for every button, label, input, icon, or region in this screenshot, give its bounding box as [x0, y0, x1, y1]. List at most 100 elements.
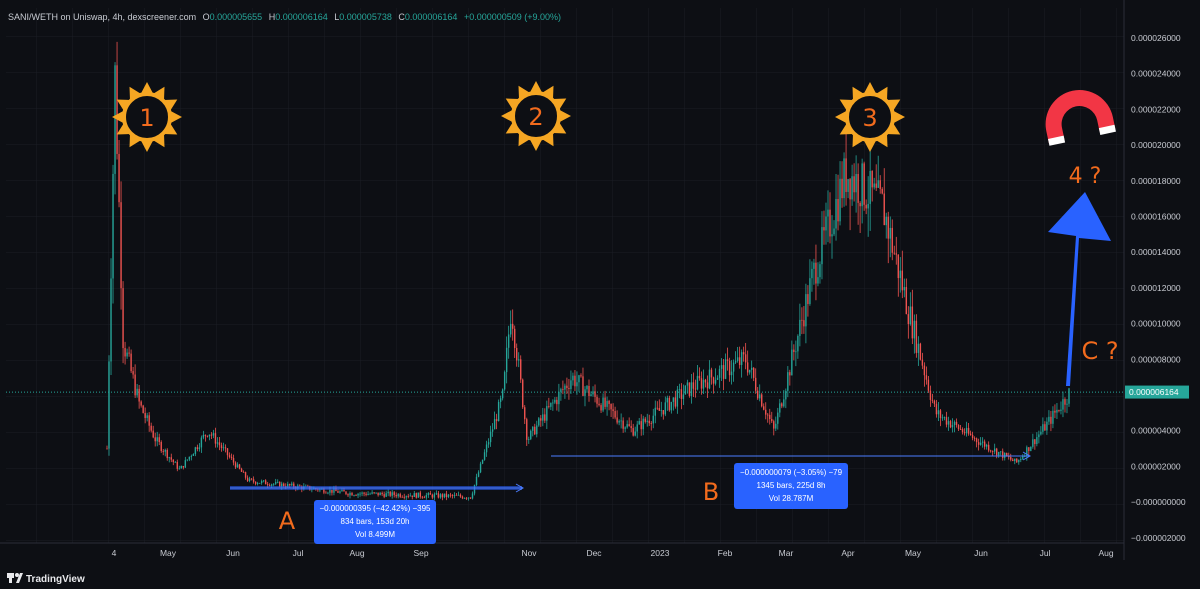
candle-body [511, 323, 514, 329]
candle-body [935, 403, 938, 415]
candle-body [1008, 456, 1010, 458]
candle-body [134, 374, 136, 396]
candle-body [556, 399, 558, 405]
candle-body [983, 441, 986, 447]
candle-body [128, 352, 130, 354]
candle-body [453, 494, 456, 496]
candle-body [160, 441, 162, 451]
symbol-title: SANI/WETH on Uniswap, 4h, dexscreener.co… [8, 12, 196, 22]
candle-body [509, 323, 512, 335]
candle-body [106, 448, 108, 450]
candle-body [542, 414, 544, 421]
candle-body [865, 204, 867, 209]
candle-body [548, 406, 550, 407]
candle-body [913, 320, 916, 339]
candle-body [646, 420, 648, 422]
candle-body [817, 277, 819, 284]
candle-body [873, 183, 875, 188]
candle-body [387, 491, 389, 494]
time-axis[interactable]: 4 May Jun Jul Aug Sep Nov Dec 2023 Feb Mar Apr May Ju… [112, 548, 1114, 558]
candle-body [550, 402, 552, 407]
candle-body [148, 415, 150, 426]
candle-body [1032, 439, 1034, 447]
candle-body [152, 430, 154, 438]
candle-body [905, 287, 908, 315]
candle-body [238, 464, 241, 469]
candle-body [676, 389, 679, 407]
candle-body [118, 153, 120, 203]
candle-body [293, 483, 295, 488]
candle-body [554, 399, 556, 403]
measure-a[interactable]: −0.000000395 (−42.42%) −395 834 bars, 15… [230, 483, 525, 544]
sun-number-3: 3 [862, 104, 877, 132]
price-axis[interactable]: 0.000026000 0.000024000 0.000022000 0.00002… [1131, 33, 1186, 543]
candle-body [630, 426, 632, 429]
last-price-tag: 0.000006164 [1125, 385, 1189, 399]
candle-body [883, 193, 885, 226]
candle-body [985, 444, 988, 447]
candle-body [281, 483, 283, 487]
tradingview-logo-icon [7, 573, 23, 583]
candle-body [714, 379, 717, 384]
candle-body [736, 357, 739, 361]
candle-body [481, 459, 484, 464]
candle-body [493, 419, 496, 430]
candle-body [216, 442, 219, 444]
candle-body [353, 495, 355, 497]
candle-body [823, 227, 825, 231]
candle-body [347, 494, 349, 496]
candle-body [505, 347, 508, 373]
candle-body [805, 294, 807, 327]
candle-body [491, 429, 494, 432]
brand-name: TradingView [26, 574, 85, 585]
candle-body [728, 360, 731, 376]
candle-body [186, 459, 189, 461]
candle-body [1048, 416, 1050, 422]
candle-body [399, 494, 401, 497]
candle-body [516, 347, 518, 361]
candle-body [606, 400, 608, 407]
price-tick-label: 0.000002000 [1131, 461, 1181, 471]
candle-body [773, 421, 775, 429]
candle-body [467, 497, 470, 499]
candle-body [672, 397, 675, 402]
candle-body [897, 254, 899, 279]
candle-body [1010, 457, 1012, 460]
candle-body [228, 455, 231, 457]
candle-body [166, 449, 168, 459]
candle-body [483, 452, 486, 460]
candle-body [401, 496, 403, 498]
candle-body [670, 401, 673, 411]
magnet-tip-right [1098, 124, 1116, 135]
candle-body [706, 382, 709, 389]
candle-body [421, 496, 424, 498]
candle-body [252, 479, 255, 482]
candle-body [901, 270, 904, 291]
sun-icon: 3 [835, 82, 905, 152]
candle-body [945, 417, 948, 425]
candle-body [536, 425, 538, 435]
candle-body [680, 389, 683, 399]
magnet-icon [1045, 90, 1116, 146]
candle-body [339, 491, 341, 493]
open-value: 0.000005655 [210, 12, 263, 22]
time-tick-label: 2023 [651, 548, 670, 558]
candle-body [174, 461, 176, 463]
candle-body [423, 497, 426, 499]
candle-body [845, 158, 847, 192]
measure-b[interactable]: −0.000000079 (−3.05%) −79 1345 bars, 225… [551, 451, 1032, 509]
candle-body [526, 419, 528, 440]
candle-body [584, 389, 586, 396]
candle-body [947, 421, 950, 425]
candle-body [925, 375, 928, 380]
candle-body [487, 442, 490, 445]
candle-body [971, 434, 974, 438]
candle-body [592, 391, 594, 395]
candle-body [684, 385, 687, 395]
candle-body [636, 424, 638, 432]
time-tick-label: Feb [718, 548, 733, 558]
target-label: 4 ? [1069, 164, 1102, 189]
candle-body [783, 399, 785, 407]
